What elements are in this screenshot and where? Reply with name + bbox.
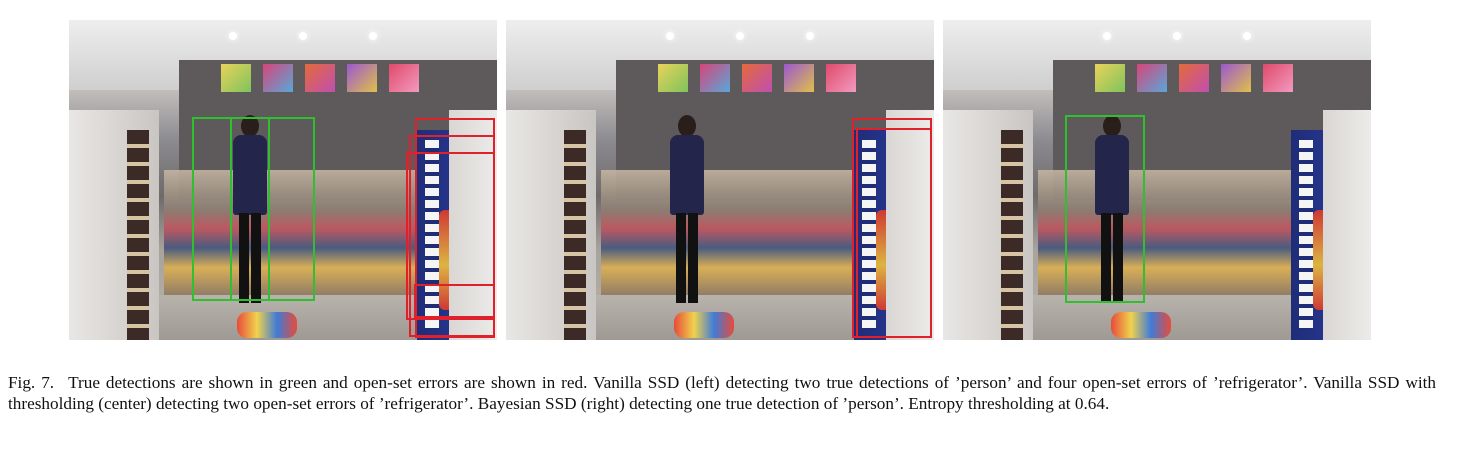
wall-poster — [1263, 64, 1293, 92]
wall-poster — [221, 64, 251, 92]
ceiling-light — [1103, 32, 1111, 40]
figure-image-row — [69, 20, 1371, 340]
wall-poster — [784, 64, 814, 92]
open-set-error-box — [414, 284, 495, 318]
ceiling-light — [229, 32, 237, 40]
open-set-error-box — [406, 152, 495, 320]
floor-sign — [674, 312, 734, 338]
floor-sign — [237, 312, 297, 338]
panel-vanilla-ssd-thresholding — [506, 20, 934, 340]
wall-poster — [1221, 64, 1251, 92]
figure-label: Fig. 7. — [8, 373, 55, 392]
true-detection-box — [1065, 115, 1145, 303]
wall-poster — [742, 64, 772, 92]
caption-text: True detections are shown in green and o… — [8, 373, 1436, 413]
person-figure — [231, 115, 269, 305]
wall-poster — [347, 64, 377, 92]
right-shelf — [449, 110, 497, 340]
left-shelf — [69, 110, 159, 340]
wall-poster — [826, 64, 856, 92]
ceiling-light — [1173, 32, 1181, 40]
wall-poster — [1095, 64, 1125, 92]
wall-poster — [700, 64, 730, 92]
ceiling-light — [736, 32, 744, 40]
ceiling-light — [369, 32, 377, 40]
right-shelf — [886, 110, 934, 340]
figure-caption: Fig. 7. True detections are shown in gree… — [8, 372, 1436, 414]
wall-poster — [1137, 64, 1167, 92]
left-shelf — [506, 110, 596, 340]
wall-poster — [658, 64, 688, 92]
right-shelf — [1323, 110, 1371, 340]
ceiling-light — [299, 32, 307, 40]
wall-poster — [1179, 64, 1209, 92]
ceiling-light — [1243, 32, 1251, 40]
true-detection-box — [230, 117, 315, 301]
wall-poster — [389, 64, 419, 92]
floor-sign — [1111, 312, 1171, 338]
ceiling-light — [806, 32, 814, 40]
person-figure — [668, 115, 706, 305]
wall-poster — [305, 64, 335, 92]
panel-vanilla-ssd — [69, 20, 497, 340]
panel-bayesian-ssd — [943, 20, 1371, 340]
person-figure — [1093, 115, 1131, 305]
wall-poster — [263, 64, 293, 92]
open-set-error-box — [856, 128, 932, 338]
ceiling-light — [666, 32, 674, 40]
left-shelf — [943, 110, 1033, 340]
